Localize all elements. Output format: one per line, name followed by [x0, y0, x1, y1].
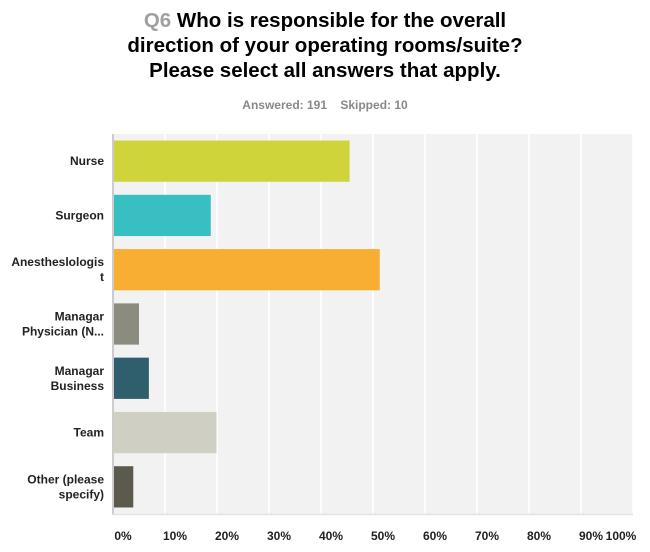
x-tick-label: 40% [319, 529, 343, 543]
question-text-line2: direction of your operating rooms/suite? [127, 34, 523, 57]
category-label: Other (please [27, 472, 104, 486]
x-tick-label: 80% [527, 529, 551, 543]
x-tick-label: 30% [267, 529, 291, 543]
x-tick-label: 50% [371, 529, 395, 543]
category-label: Surgeon [55, 208, 104, 222]
response-stats: Answered: 191 Skipped: 10 [0, 98, 650, 112]
bar[interactable] [113, 194, 211, 237]
x-tick-label: 0% [114, 529, 132, 543]
x-tick-label: 60% [423, 529, 447, 543]
category-label: Nurse [70, 154, 104, 168]
category-label: Anestheslologis [11, 255, 104, 269]
answered-count: Answered: 191 [242, 98, 327, 112]
x-tick-label: 90% [579, 529, 603, 543]
category-labels: NurseSurgeonAnestheslologistManagarPhysi… [11, 154, 104, 501]
bar[interactable] [113, 357, 149, 399]
bar[interactable] [113, 466, 134, 508]
category-label: t [100, 270, 104, 284]
x-tick-labels: 0% 10% 20% 30% 40% 50% 60% 70% 80% 90% 100% [114, 529, 636, 543]
x-tick-label: 100% [606, 529, 637, 543]
x-tick-label: 10% [163, 529, 187, 543]
x-tick-label: 20% [215, 529, 239, 543]
x-tick-label: 70% [475, 529, 499, 543]
bar[interactable] [113, 140, 350, 182]
category-label: Physician (N... [22, 325, 104, 339]
question-title: Q6 Who is responsible for the overall di… [0, 8, 650, 83]
skipped-count: Skipped: 10 [340, 98, 408, 112]
bar[interactable] [113, 303, 139, 345]
bars [113, 140, 380, 508]
category-label: Managar [55, 364, 105, 378]
category-label: Team [74, 426, 104, 440]
question-number: Q6 [143, 9, 172, 32]
category-label: specify) [59, 487, 104, 501]
category-label: Business [51, 379, 105, 393]
bar[interactable] [113, 249, 380, 291]
category-label: Managar [55, 310, 105, 324]
bar[interactable] [113, 411, 217, 454]
question-text-line3: Please select all answers that apply. [149, 59, 501, 82]
question-text-line1: Who is responsible for the overall [176, 9, 507, 32]
